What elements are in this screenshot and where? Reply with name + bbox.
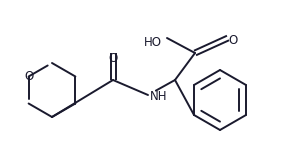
Text: O: O <box>108 52 118 66</box>
Text: O: O <box>228 33 238 47</box>
Text: O: O <box>24 70 33 83</box>
Text: HO: HO <box>144 36 162 50</box>
Text: NH: NH <box>150 90 168 104</box>
